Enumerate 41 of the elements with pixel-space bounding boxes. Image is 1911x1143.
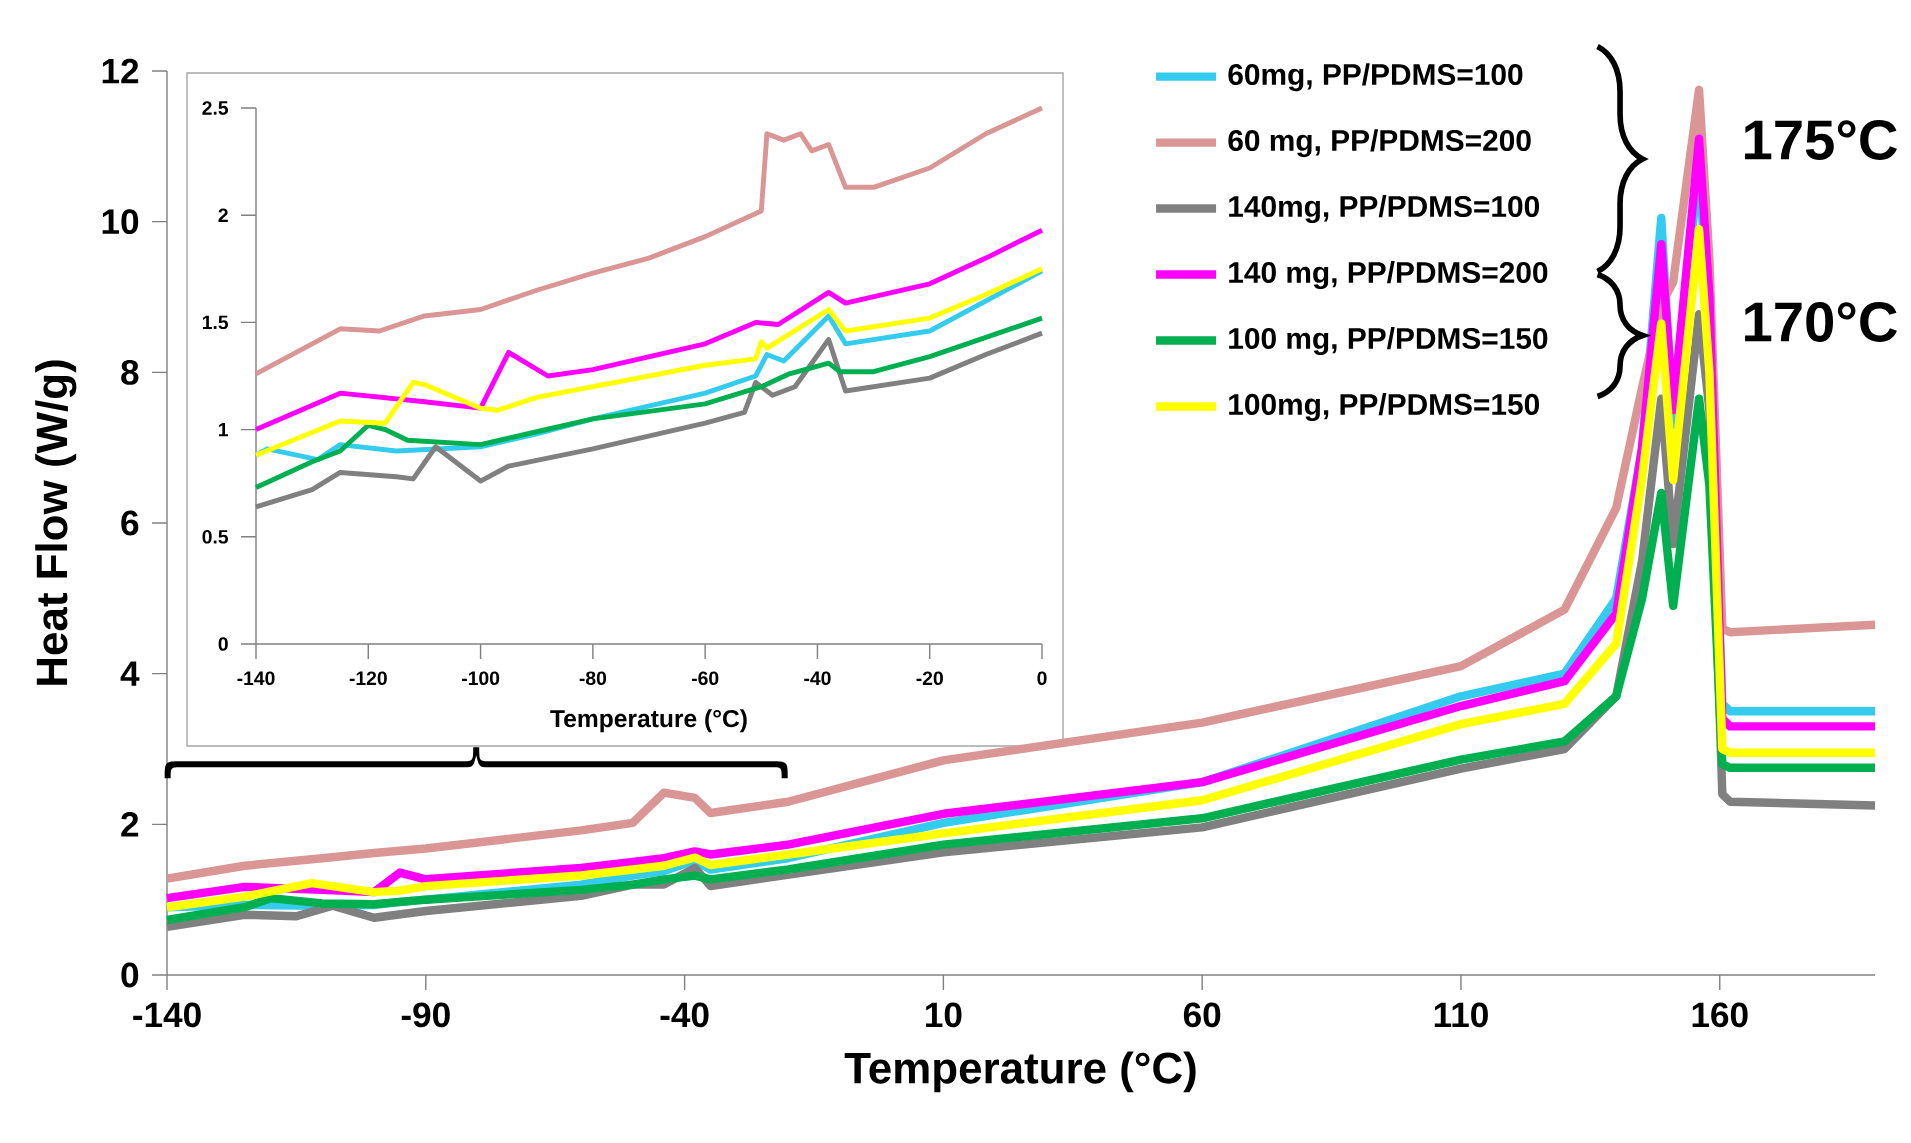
x-tick-label: -100 (462, 671, 500, 686)
x-tick-label: -60 (691, 671, 719, 686)
y-tick-label: 4 (120, 661, 140, 686)
y-tick-label: 0 (218, 637, 228, 651)
x-tick-label: 10 (926, 1002, 962, 1028)
legend-label: 140 mg, PP/PDMS=200 (1229, 261, 1548, 290)
x-tick-label: -140 (237, 671, 275, 686)
legend-label: 100 mg, PP/PDMS=150 (1229, 327, 1548, 356)
y-tick-label: 12 (102, 58, 139, 84)
y-tick-label: 0 (121, 962, 139, 988)
x-tick-label: -140 (133, 1002, 201, 1028)
y-tick-label: 8 (121, 359, 139, 385)
line-series (253, 105, 1045, 377)
y-tick-label: 2.5 (202, 101, 229, 115)
annotation: 175°C (1745, 120, 1897, 160)
y-tick-label: 2 (121, 812, 139, 837)
x-tick-label: -90 (401, 1002, 450, 1028)
y-tick-label: 0.5 (202, 529, 229, 544)
x-tick-label: 60 (1183, 1002, 1221, 1028)
y-axis-title: Heat Flow (W/g) (35, 360, 77, 685)
y-tick-label: 6 (121, 510, 139, 536)
x-tick-label: 0 (1037, 671, 1047, 686)
y-tick-label: 1.5 (202, 315, 229, 330)
legend-label: 140mg, PP/PDMS=100 (1229, 195, 1540, 224)
x-tick-label: -20 (916, 671, 943, 686)
x-axis-title: Temperature (°C) (550, 709, 747, 733)
x-tick-label: -40 (660, 1002, 709, 1028)
x-tick-label: -120 (349, 671, 387, 686)
y-tick-label: 1 (219, 422, 229, 437)
annotation: 170°C (1745, 302, 1897, 342)
x-tick-label: 110 (1434, 1002, 1488, 1028)
x-tick-label: -80 (579, 671, 607, 686)
x-axis-title: Temperature (°C) (844, 1051, 1196, 1093)
x-tick-label: 160 (1692, 1002, 1748, 1028)
y-tick-label: 10 (102, 209, 139, 235)
legend-label: 60 mg, PP/PDMS=200 (1228, 129, 1531, 158)
y-tick-label: 2 (218, 208, 228, 222)
line-series (253, 227, 1045, 433)
legend-label: 100mg, PP/PDMS=150 (1229, 393, 1540, 422)
x-tick-label: -40 (804, 671, 831, 686)
legend-label: 60mg, PP/PDMS=100 (1228, 63, 1523, 92)
